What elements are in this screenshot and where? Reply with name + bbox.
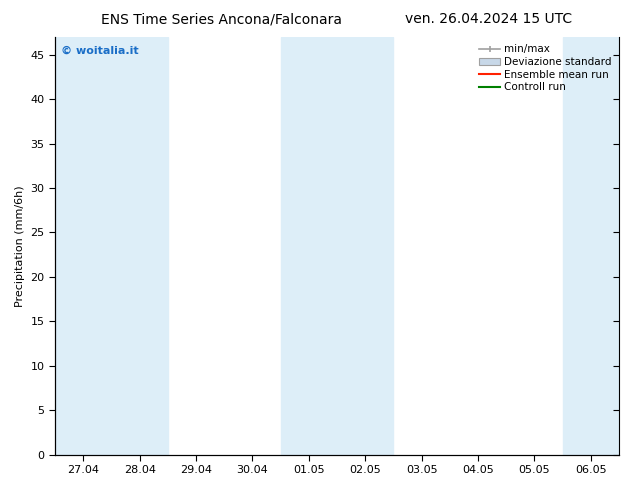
Text: ENS Time Series Ancona/Falconara: ENS Time Series Ancona/Falconara [101, 12, 342, 26]
Text: © woitalia.it: © woitalia.it [61, 46, 138, 55]
Y-axis label: Precipitation (mm/6h): Precipitation (mm/6h) [15, 185, 25, 307]
Bar [55, 37, 168, 455]
Legend: min/max, Deviazione standard, Ensemble mean run, Controll run: min/max, Deviazione standard, Ensemble m… [477, 42, 614, 94]
Text: ven. 26.04.2024 15 UTC: ven. 26.04.2024 15 UTC [404, 12, 572, 26]
Bar [562, 37, 619, 455]
Bar [281, 37, 394, 455]
